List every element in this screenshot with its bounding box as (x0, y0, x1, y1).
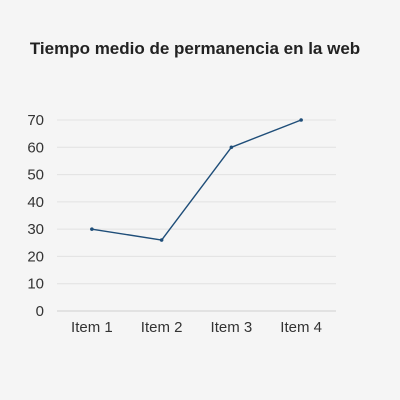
y-tick-label: 50 (27, 167, 44, 184)
y-tick-label: 10 (27, 276, 44, 293)
y-axis-ticks: 0 10 20 30 40 50 60 70 (27, 112, 44, 320)
y-tick-label: 70 (27, 112, 44, 129)
y-tick-label: 20 (27, 248, 44, 265)
y-tick-label: 30 (27, 221, 44, 238)
data-point (159, 238, 164, 242)
x-tick-label: Item 2 (141, 319, 183, 336)
x-tick-label: Item 1 (71, 319, 113, 336)
x-axis-ticks: Item 1 Item 2 Item 3 Item 4 (71, 319, 322, 336)
y-tick-label: 40 (27, 194, 44, 211)
y-tick-label: 60 (27, 139, 44, 156)
y-tick-label: 0 (36, 303, 44, 320)
x-tick-label: Item 3 (211, 319, 253, 336)
x-tick-label: Item 4 (280, 319, 322, 336)
series-layer (90, 118, 303, 242)
data-point (229, 145, 234, 150)
chart-title: Tiempo medio de permanencia en la web (30, 39, 360, 58)
data-point (90, 227, 94, 231)
series-line (91, 119, 302, 241)
gridlines (57, 119, 336, 312)
data-point (299, 118, 303, 122)
